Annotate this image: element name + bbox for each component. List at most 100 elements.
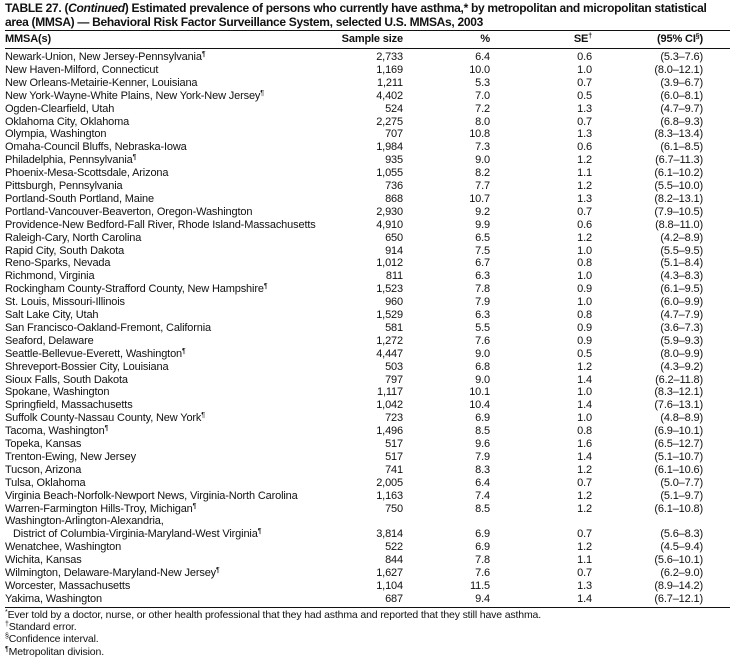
footnote-mark: ¶ <box>201 412 205 420</box>
standard-error: 1.4 <box>577 450 592 463</box>
footnote-mark: ¶ <box>260 89 264 97</box>
table-row: New York-Wayne-White Plains, New York-Ne… <box>0 90 733 103</box>
table-row: Shreveport-Bossier City, Louisiana 503 6.8… <box>0 361 733 374</box>
table-row: Philadelphia, Pennsylvania¶ 935 9.0 1.2 (6.7… <box>0 154 733 167</box>
standard-error: 0.5 <box>577 347 592 360</box>
confidence-interval: (4.2–8.9) <box>660 231 703 244</box>
table-row: Worcester, Massachusetts 1,104 11.5 1.3 (8.9… <box>0 580 733 593</box>
standard-error: 0.6 <box>577 51 592 63</box>
table-row: San Francisco-Oakland-Fremont, Californi… <box>0 322 733 335</box>
mmsa-name: Trenton-Ewing, New Jersey <box>5 450 136 463</box>
standard-error: 0.8 <box>577 309 592 321</box>
table-row: Sioux Falls, South Dakota 797 9.0 1.4 (6.2–1… <box>0 374 733 387</box>
footnote-mark: ¶ <box>201 51 206 58</box>
percent: 10.1 <box>469 386 490 399</box>
standard-error: 0.7 <box>577 528 592 541</box>
sample-size: 2,005 <box>376 476 403 489</box>
sample-size: 1,104 <box>376 579 403 592</box>
mmsa-name: St. Louis, Missouri-Illinois <box>5 296 125 309</box>
mmsa-name: Ogden-Clearfield, Utah <box>5 102 115 115</box>
mmsa-name: Warren-Farmington Hills-Troy, Michigan¶ <box>5 502 197 515</box>
standard-error: 0.7 <box>577 476 592 489</box>
confidence-interval: (4.7–7.9) <box>660 309 703 321</box>
standard-error: 1.3 <box>577 579 592 592</box>
table-row: Rockingham County-Strafford County, New … <box>0 283 733 296</box>
table-row: Seattle-Bellevue-Everett, Washington¶ 4,4… <box>0 348 733 361</box>
confidence-interval: (6.5–12.7) <box>654 438 703 450</box>
percent: 7.7 <box>475 180 490 192</box>
percent: 8.5 <box>475 425 490 438</box>
sample-size: 2,930 <box>376 205 403 218</box>
confidence-interval: (4.7–9.7) <box>660 102 703 115</box>
percent: 6.9 <box>475 528 490 541</box>
footnote-mark: ¶ <box>263 283 268 291</box>
table-row: Trenton-Ewing, New Jersey 517 7.9 1.4 (5.1–1… <box>0 451 733 464</box>
confidence-interval: (8.9–14.2) <box>654 579 703 592</box>
mmsa-name: Yakima, Washington <box>5 592 102 605</box>
standard-error: 1.0 <box>577 63 592 76</box>
sample-size: 736 <box>385 180 403 192</box>
sample-size: 4,402 <box>376 89 403 102</box>
percent: 5.5 <box>475 321 490 334</box>
footnote-mark: * <box>5 608 8 616</box>
sample-size: 4,910 <box>376 218 403 231</box>
mmsa-name: Oklahoma City, Oklahoma <box>5 115 130 128</box>
percent: 9.4 <box>475 592 490 605</box>
percent: 6.8 <box>475 360 490 373</box>
percent: 9.2 <box>475 205 490 218</box>
mmsa-name: Newark-Union, New Jersey-Pennsylvania¶ <box>5 51 206 63</box>
table-row: Providence-New Bedford-Fall River, Rhode… <box>0 219 733 232</box>
table-row: Topeka, Kansas 517 9.6 1.6 (6.5–12.7) <box>0 438 733 451</box>
sample-size: 914 <box>385 244 403 257</box>
standard-error: 1.2 <box>577 541 592 554</box>
percent: 6.4 <box>475 51 490 63</box>
mmsa-name: Sioux Falls, South Dakota <box>5 373 128 386</box>
confidence-interval: (8.3–13.4) <box>654 128 703 141</box>
sample-size: 1,627 <box>376 567 403 579</box>
sample-size: 517 <box>385 438 403 450</box>
sample-size: 1,042 <box>376 399 403 412</box>
sample-size: 935 <box>385 154 403 167</box>
header-se: SE† <box>573 33 592 45</box>
sample-size: 797 <box>385 373 403 386</box>
mmsa-name: Rapid City, South Dakota <box>5 244 125 257</box>
standard-error: 1.1 <box>577 167 592 180</box>
mmsa-name: Wenatchee, Washington <box>5 541 122 554</box>
standard-error: 1.3 <box>577 192 592 205</box>
sample-size: 1,012 <box>376 257 403 270</box>
percent: 7.8 <box>475 283 490 296</box>
table-row: Tacoma, Washington¶ 1,496 8.5 0.8 (6.9–10.1) <box>0 425 733 438</box>
header-percent: % <box>480 33 490 45</box>
percent: 7.4 <box>475 489 490 502</box>
footnote: §Confidence interval. <box>5 633 99 646</box>
confidence-interval: (8.0–9.9) <box>660 347 703 360</box>
table-row: Olympia, Washington 707 10.8 1.3 (8.3–13.4) <box>0 128 733 141</box>
confidence-interval: (6.8–9.3) <box>660 115 703 128</box>
standard-error: 0.6 <box>577 218 592 231</box>
table-row: Tulsa, Oklahoma 2,005 6.4 0.7 (5.0–7.7) <box>0 477 733 490</box>
sample-size: 1,529 <box>376 309 403 321</box>
percent: 9.0 <box>475 347 490 360</box>
table-row: Portland-South Portland, Maine 868 10.7 1.3… <box>0 193 733 206</box>
sample-size: 503 <box>385 360 403 373</box>
table-row: Oklahoma City, Oklahoma 2,275 8.0 0.7 (6.8–9… <box>0 116 733 129</box>
confidence-interval: (5.6–10.1) <box>654 554 703 567</box>
mmsa-name: Wilmington, Delaware-Maryland-New Jersey… <box>5 567 220 579</box>
standard-error: 1.4 <box>577 399 592 412</box>
percent: 10.8 <box>469 128 490 141</box>
percent: 8.5 <box>475 502 490 515</box>
confidence-interval: (6.9–10.1) <box>654 425 703 438</box>
mmsa-name: Phoenix-Mesa-Scottsdale, Arizona <box>5 167 169 180</box>
table-row: District of Columbia-Virginia-Maryland-W… <box>0 528 733 541</box>
sample-size: 581 <box>385 321 403 334</box>
standard-error: 1.0 <box>577 270 592 283</box>
sample-size: 1,169 <box>376 63 403 76</box>
percent: 7.2 <box>475 102 490 115</box>
table-row: St. Louis, Missouri-Illinois 960 7.9 1.0 (6.… <box>0 296 733 309</box>
confidence-interval: (8.8–11.0) <box>655 218 703 231</box>
standard-error: 1.2 <box>577 489 592 502</box>
standard-error: 1.2 <box>577 463 592 476</box>
confidence-interval: (5.1–8.4) <box>660 257 703 270</box>
mmsa-name: Pittsburgh, Pennsylvania <box>5 180 123 192</box>
confidence-interval: (6.0–8.1) <box>660 89 703 102</box>
